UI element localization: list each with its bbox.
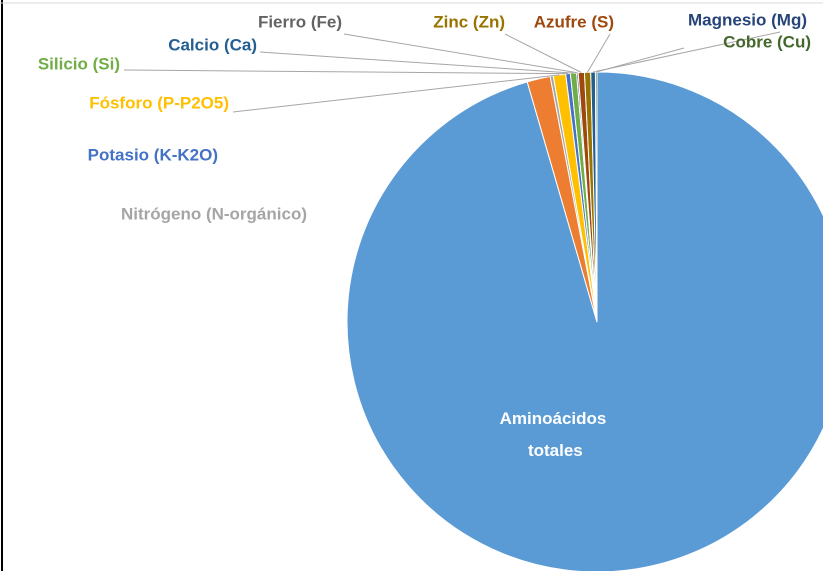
data-label: Azufre (S) xyxy=(534,12,614,31)
data-label: Cobre (Cu) xyxy=(723,32,811,51)
data-label: Potasio (K-K2O) xyxy=(88,145,218,164)
leader-line xyxy=(587,33,611,73)
data-label: Fierro (Fe) xyxy=(258,12,342,31)
data-label: Aminoácidos totales xyxy=(500,409,607,460)
leader-line xyxy=(343,33,578,74)
data-label: Zinc (Zn) xyxy=(433,12,505,31)
data-label: Nitrógeno (N-orgánico) xyxy=(121,204,307,223)
pie-slice xyxy=(346,71,823,571)
leader-line xyxy=(592,31,781,73)
data-label: Magnesio (Mg) xyxy=(688,10,807,29)
leader-line xyxy=(259,51,574,74)
leader-line xyxy=(123,69,569,75)
data-label: Calcio (Ca) xyxy=(168,35,257,54)
leader-line xyxy=(596,47,685,73)
leader-line xyxy=(504,33,582,73)
leader-line xyxy=(232,74,560,113)
data-label: Silicio (Si) xyxy=(38,54,120,73)
data-label: Fósforo (P-P2O5) xyxy=(89,93,229,112)
